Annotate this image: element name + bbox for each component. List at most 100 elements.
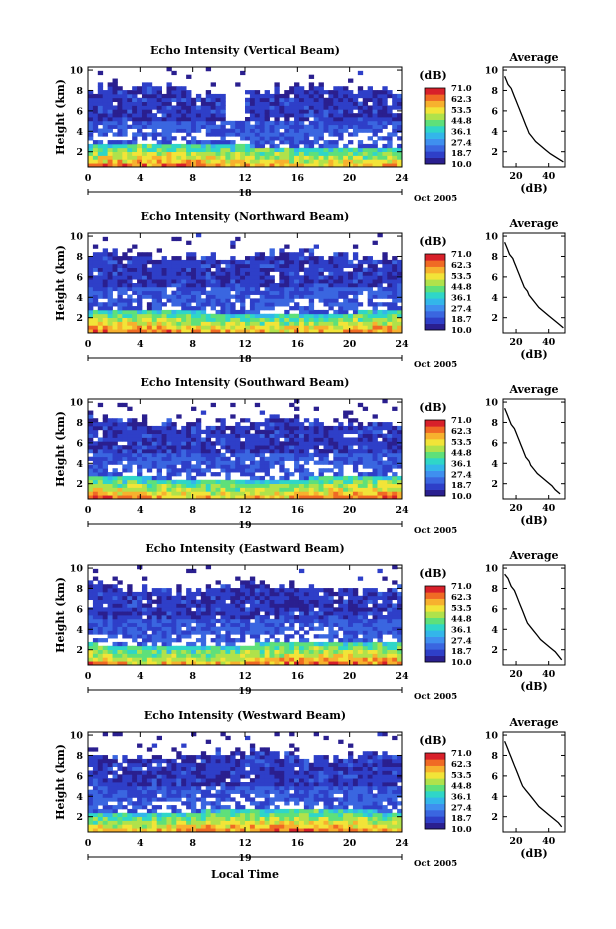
heatmap-cell — [249, 256, 256, 261]
heatmap-cell — [137, 475, 143, 481]
heatmap-cell — [151, 309, 158, 315]
heatmap-cell — [200, 495, 207, 500]
heatmap-cell — [156, 472, 162, 477]
heatmap-cell — [137, 313, 143, 319]
heatmap-cell — [372, 472, 378, 477]
heatmap-cell — [367, 93, 373, 99]
heatmap-cell — [274, 645, 280, 651]
heatmap-cell — [141, 425, 148, 431]
heatmap-cell — [348, 286, 354, 292]
heatmap-cell — [137, 159, 143, 164]
heatmap-cell — [269, 649, 275, 654]
heatmap-cell — [352, 487, 359, 492]
heatmap-cell — [343, 279, 349, 284]
heatmap-cell — [382, 626, 388, 631]
heatmap-cell — [264, 317, 270, 322]
heatmap-cell — [245, 259, 251, 265]
heatmap-cell — [186, 124, 192, 129]
heatmap-cell — [254, 657, 261, 662]
heatmap-cell — [357, 279, 364, 284]
heatmap-cell — [328, 151, 334, 156]
heatmap-cell — [215, 259, 221, 265]
heatmap-cell — [220, 275, 226, 280]
heatmap-cell — [117, 630, 123, 635]
heatmap-cell — [254, 155, 261, 160]
heatmap-cell — [112, 591, 118, 597]
heatmap-cell — [117, 286, 123, 292]
heatmap-cell — [176, 294, 182, 299]
heatmap-cell — [235, 82, 241, 87]
heatmap-cell — [254, 495, 261, 500]
heatmap-cell — [323, 622, 329, 627]
heatmap-cell — [141, 445, 148, 450]
heatmap-cell — [151, 271, 158, 276]
heatmap-cell — [240, 472, 246, 477]
heatmap-cell — [362, 460, 369, 465]
heatmap-cell — [151, 599, 158, 604]
heatmap-cell — [372, 588, 378, 593]
heatmap-cell — [191, 626, 197, 631]
heatmap-cell — [382, 445, 388, 450]
heatmap-cell — [205, 588, 212, 593]
heatmap-cell — [318, 622, 324, 627]
heatmap-cell — [289, 429, 295, 435]
heatmap-cell — [102, 456, 109, 461]
heatmap-cell — [348, 599, 354, 604]
heatmap-cell — [245, 456, 251, 461]
x-tick-label: 24 — [395, 505, 409, 516]
heatmap-cell — [151, 634, 158, 639]
heatmap-cell — [181, 460, 187, 465]
heatmap-cell — [112, 283, 118, 288]
heatmap-cell — [294, 132, 300, 137]
heatmap-cell — [308, 279, 315, 284]
heatmap-cell — [367, 483, 373, 488]
heatmap-cell — [230, 607, 236, 612]
heatmap-cell — [323, 294, 329, 299]
heatmap-cell — [254, 452, 261, 458]
heatmap-cell — [92, 649, 99, 654]
heatmap-cell — [181, 263, 187, 269]
heatmap-cell — [279, 132, 285, 137]
heatmap-cell — [235, 132, 241, 137]
heatmap-cell — [112, 588, 118, 593]
heatmap-cell — [269, 124, 275, 129]
heatmap-cell — [357, 325, 364, 330]
heatmap-cell — [191, 313, 197, 319]
heatmap-cell — [377, 607, 383, 612]
heatmap-cell — [191, 317, 197, 322]
heatmap-cell — [357, 449, 364, 454]
heatmap-cell — [372, 630, 378, 635]
heatmap-cell — [333, 452, 339, 458]
heatmap-cell — [117, 422, 123, 427]
heatmap-cell — [259, 290, 266, 295]
heatmap-cell — [195, 155, 202, 160]
heatmap-cell — [132, 163, 138, 168]
heatmap-cell — [186, 425, 192, 431]
heatmap-cell — [181, 599, 187, 604]
heatmap-cell — [313, 603, 319, 608]
heatmap-cell — [274, 611, 280, 616]
heatmap-cell — [176, 159, 182, 164]
heatmap-cell — [372, 657, 378, 662]
heatmap-cell — [215, 653, 221, 658]
colorbar-unit: (dB) — [419, 69, 446, 82]
heatmap-cell — [161, 449, 167, 454]
heatmap-cell — [210, 402, 216, 408]
heatmap-cell — [240, 618, 246, 624]
heatmap-cell — [220, 93, 226, 99]
heatmap-cell — [254, 147, 261, 153]
heatmap-cell — [215, 155, 221, 160]
heatmap-cell — [230, 460, 236, 465]
heatmap-cell — [274, 653, 280, 658]
heatmap-cell — [181, 298, 187, 303]
heatmap-cell — [122, 487, 128, 492]
heatmap-cell — [102, 252, 109, 257]
heatmap-cell — [127, 479, 133, 485]
heatmap-cell — [117, 402, 123, 408]
heatmap-cell — [92, 607, 99, 612]
heatmap-cell — [289, 252, 295, 257]
heatmap-cell — [186, 147, 192, 153]
heatmap-cell — [294, 325, 300, 330]
heatmap-cell — [215, 429, 221, 435]
heatmap-cell — [137, 634, 143, 639]
